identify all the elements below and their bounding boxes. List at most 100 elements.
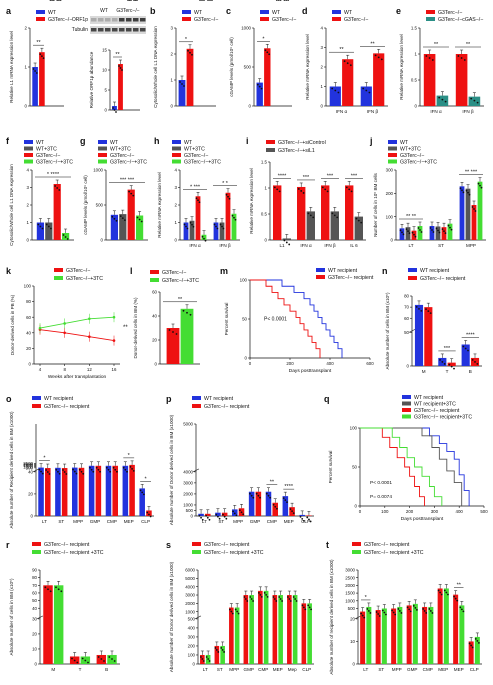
panel-t: t 0 10 20 500 1000 1500 2000 2500 3000 LT * ST MPP GMP…	[326, 540, 482, 675]
data-point	[249, 492, 251, 495]
y-tick-label: 2	[25, 26, 28, 31]
data-point	[99, 470, 101, 473]
significance-label: ***	[351, 173, 358, 179]
legend-entry: G3Terc−/−	[162, 270, 186, 276]
data-point	[198, 201, 201, 204]
data-point	[257, 494, 260, 497]
bar	[249, 595, 254, 664]
x-tick-label: 600	[366, 361, 374, 366]
data-point	[192, 225, 195, 228]
axis-break	[32, 468, 40, 473]
legend-swatch	[24, 153, 33, 157]
data-point	[65, 473, 68, 475]
x-tick-label: MPP	[233, 519, 243, 524]
data-point	[381, 609, 384, 612]
legend-entry: G3Terc−/− recipient	[364, 542, 410, 548]
blot-strip	[90, 16, 146, 24]
data-point	[58, 472, 61, 475]
bar	[306, 211, 315, 240]
bar	[225, 192, 231, 240]
bar	[39, 52, 45, 106]
x-tick-label: ST	[217, 667, 223, 672]
data-point	[113, 109, 116, 111]
data-point	[119, 67, 122, 69]
legend-swatch	[150, 270, 159, 274]
y-tick-label: 300	[188, 635, 196, 640]
y-axis-label: Donor-derived cells in PB (%)	[10, 294, 15, 355]
legend-entry: G3Terc−/−+3TC	[184, 160, 221, 166]
x-tick-label: M	[422, 369, 426, 374]
legend-entry: G3Terc−/−	[110, 153, 134, 159]
data-point	[115, 219, 118, 222]
panel-r: r 0 10 20 30 40 50 60 70 80 90 M T B Absolute number o…	[6, 540, 120, 672]
series-line	[39, 316, 115, 329]
bar	[214, 645, 220, 664]
data-point	[301, 604, 304, 607]
data-point	[310, 608, 312, 611]
data-point	[431, 59, 434, 61]
y-tick-label: 3	[171, 26, 174, 31]
y-tick-label: 0	[105, 108, 108, 113]
bar	[360, 86, 372, 106]
y-tick-label: 500	[96, 203, 104, 208]
data-point	[107, 468, 110, 471]
data-point	[225, 193, 228, 196]
legend-entry: WT recipient	[414, 395, 444, 401]
y-tick-label: 200	[386, 191, 394, 196]
legend-entry: G3Terc−/−	[344, 17, 368, 23]
data-point	[405, 228, 408, 231]
data-point	[201, 0, 203, 1]
data-point	[131, 467, 133, 470]
y-tick-label: 3	[27, 185, 30, 190]
y-tick-label: 4000	[185, 584, 195, 589]
y-tick-label: 60	[26, 315, 31, 320]
data-point	[331, 212, 334, 215]
data-point	[236, 610, 239, 613]
data-point	[431, 612, 434, 614]
data-point	[289, 508, 292, 511]
y-tick-label: 0	[155, 362, 158, 367]
legend-swatch	[192, 404, 201, 408]
data-point	[274, 505, 277, 508]
legend-entry: WT+3TC	[36, 147, 57, 153]
legend-swatch	[36, 10, 45, 14]
y-tick-label: 1	[175, 220, 178, 225]
significance-label: **	[370, 41, 375, 47]
bar	[118, 64, 123, 110]
data-point	[287, 596, 289, 598]
bar	[129, 464, 135, 516]
data-point	[402, 233, 405, 236]
x-tick-label: LT	[363, 667, 368, 672]
data-point	[191, 223, 193, 226]
data-point	[119, 215, 122, 218]
y-tick-label: 1000	[185, 609, 195, 614]
data-point	[264, 49, 267, 52]
panel-letter-f: f	[6, 136, 10, 146]
data-point	[306, 516, 309, 519]
panel-letter-s: s	[166, 540, 171, 550]
legend-swatch	[332, 10, 341, 14]
panel-letter-a: a	[6, 6, 12, 16]
y-axis-label: cGAMP levels (pmol/10⁶ cell)	[83, 175, 88, 235]
bar	[213, 222, 219, 240]
data-point	[189, 221, 192, 224]
data-point	[205, 514, 208, 517]
data-point	[122, 466, 125, 469]
y-tick-label: 2000	[23, 462, 33, 467]
significance-label: *	[145, 476, 148, 482]
data-point	[115, 111, 117, 113]
blot-row-label: ORF1p	[72, 17, 88, 23]
panel-letter-d: d	[302, 6, 308, 16]
data-point	[62, 234, 65, 236]
x-tick-label: Mep	[288, 667, 297, 672]
data-point	[268, 53, 271, 56]
y-tick-label: 0	[265, 238, 268, 243]
data-point	[124, 219, 126, 222]
data-point	[326, 190, 329, 193]
y-tick-label: 0	[249, 104, 252, 109]
data-point	[476, 640, 479, 642]
data-point	[129, 465, 132, 468]
data-point	[425, 308, 427, 311]
data-point	[214, 647, 217, 649]
data-point	[243, 596, 246, 598]
